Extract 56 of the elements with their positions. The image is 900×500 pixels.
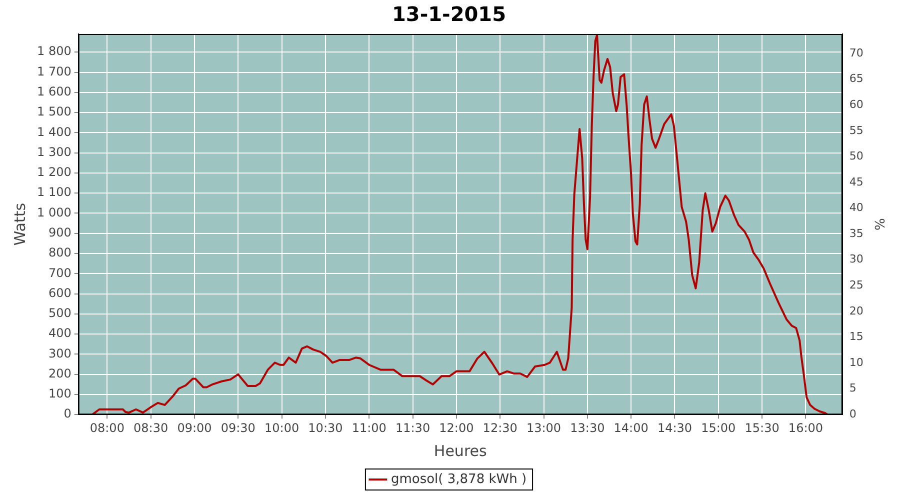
y-tick-label: 800 <box>48 246 72 260</box>
x-tick-label: 14:30 <box>657 420 692 435</box>
x-tick-label: 16:00 <box>788 420 824 435</box>
y2-tick-label: 55 <box>849 124 864 137</box>
x-tick-label: 08:00 <box>90 420 124 435</box>
y-tick-label: 0 <box>64 406 72 421</box>
y-tick-label: 1 000 <box>36 205 72 220</box>
x-tick-label: 09:00 <box>177 420 212 435</box>
y-tick-label: 1 700 <box>36 64 72 78</box>
x-tick-label: 12:30 <box>482 420 518 435</box>
y-tick-label: 1 300 <box>36 144 72 159</box>
x-tick-label: 08:30 <box>134 420 168 435</box>
y-tick-label: 1 400 <box>36 124 72 139</box>
y2-tick-label: 30 <box>849 252 864 266</box>
y-tick-label: 100 <box>48 386 72 401</box>
y2-tick-label: 70 <box>849 46 864 60</box>
y2-tick-label: 25 <box>849 278 864 292</box>
x-tick-label: 15:00 <box>701 420 736 435</box>
x-tick-label: 14:00 <box>614 420 648 435</box>
y2-axis-title: % <box>870 218 886 230</box>
y2-tick-label: 0 <box>849 407 856 420</box>
y2-tick-label: 10 <box>849 356 864 369</box>
y-tick-label: 400 <box>48 326 72 340</box>
y-tick-label: 1 100 <box>36 185 72 200</box>
x-tick-label: 11:30 <box>395 420 430 435</box>
x-tick-label: 15:30 <box>744 420 780 435</box>
chart-title: 13-1-2015 <box>392 2 506 26</box>
y2-tick-label: 65 <box>849 72 864 86</box>
x-tick-label: 12:00 <box>439 420 474 435</box>
x-tick-label: 10:30 <box>308 420 343 435</box>
x-tick-label: 11:00 <box>352 420 386 435</box>
y2-tick-label: 35 <box>849 226 864 240</box>
y-tick-label: 200 <box>48 366 72 380</box>
x-tick-label: 10:00 <box>264 420 300 435</box>
y2-tick-label: 40 <box>849 201 864 214</box>
y-tick-label: 900 <box>48 225 72 240</box>
y2-tick-label: 15 <box>849 330 864 344</box>
y-tick-label: 500 <box>48 306 72 320</box>
x-axis-title: Heures <box>434 442 488 460</box>
y-axis-title: Watts <box>10 202 29 246</box>
x-tick-label: 13:30 <box>570 420 605 435</box>
y-tick-label: 1 200 <box>36 165 72 180</box>
y2-tick-label: 20 <box>849 304 864 318</box>
legend-label: gmosol( 3,878 kWh ) <box>390 472 527 487</box>
y-tick-label: 600 <box>48 286 72 300</box>
y-tick-label: 300 <box>48 346 72 360</box>
y-tick-label: 1 600 <box>36 84 72 99</box>
y2-tick-label: 50 <box>849 150 864 163</box>
x-tick-label: 13:00 <box>526 420 562 435</box>
y2-tick-label: 5 <box>849 382 856 395</box>
y-tick-label: 1 800 <box>36 44 72 58</box>
y2-tick-label: 60 <box>849 98 864 112</box>
y2-tick-label: 45 <box>849 175 864 188</box>
y-tick-label: 1 500 <box>36 104 72 119</box>
y-tick-label: 700 <box>48 266 72 280</box>
x-tick-label: 09:30 <box>220 420 256 435</box>
